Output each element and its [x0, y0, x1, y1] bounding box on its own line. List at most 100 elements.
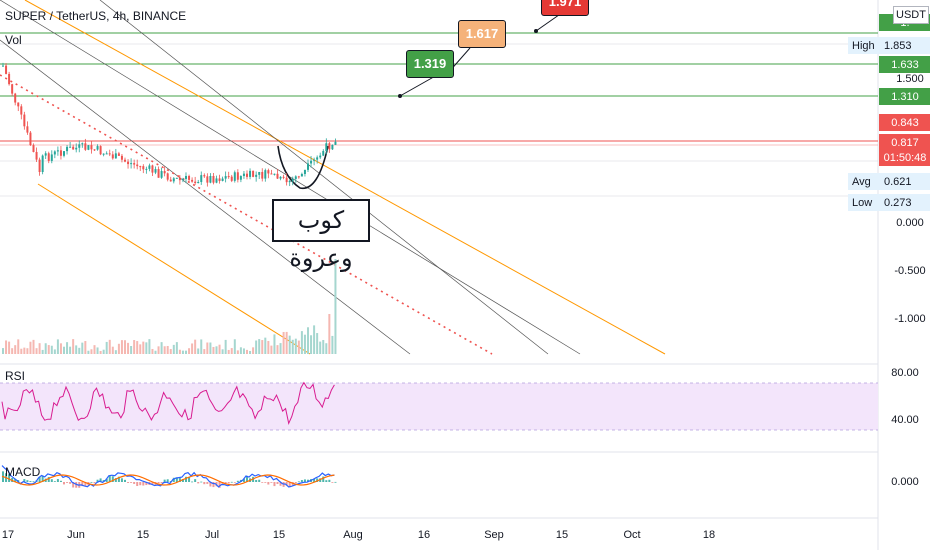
price-tick-label: 1.500	[896, 73, 924, 85]
volume-bar	[181, 350, 184, 354]
macd-hist-bar	[209, 482, 212, 487]
volume-bar	[23, 347, 26, 354]
candle-body	[310, 160, 313, 164]
volume-bar	[297, 340, 300, 354]
volume-bar	[17, 339, 20, 354]
volume-bar	[172, 344, 175, 354]
macd-hist-bar	[69, 482, 72, 484]
volume-bar	[35, 348, 38, 354]
candle-body	[127, 161, 130, 165]
macd-hist-bar	[303, 479, 306, 482]
volume-bar	[157, 346, 160, 354]
candle-body	[154, 169, 157, 173]
macd-hist-bar	[325, 480, 328, 482]
time-tick-label: 16	[418, 529, 430, 541]
macd-hist-bar	[264, 482, 267, 483]
macd-hist-bar	[230, 481, 233, 483]
macd-hist-bar	[273, 482, 276, 487]
volume-bar	[90, 349, 93, 354]
time-tick-label: 15	[137, 529, 149, 541]
macd-hist-bar	[142, 482, 145, 486]
candle-body	[32, 145, 35, 152]
macd-hist-bar	[331, 482, 334, 483]
candle-body	[157, 169, 160, 178]
volume-bar	[285, 331, 288, 354]
volume-bar	[20, 348, 23, 354]
macd-hist-bar	[99, 478, 102, 482]
candle-body	[23, 114, 26, 127]
volume-bar	[316, 333, 319, 354]
volume-bar	[261, 340, 264, 354]
volume-bar	[105, 341, 108, 354]
volume-bar	[151, 348, 154, 354]
time-tick-label: Oct	[623, 529, 640, 541]
stat-badge	[848, 194, 930, 211]
volume-bars	[2, 259, 337, 354]
volume-bar	[200, 339, 203, 354]
volume-bar	[294, 338, 297, 354]
volume-bar	[63, 346, 65, 354]
volume-bar	[325, 343, 328, 354]
volume-bar	[53, 349, 56, 354]
volume-bar	[78, 347, 81, 354]
macd-tick-label: 0.000	[891, 476, 919, 488]
volume-bar	[270, 345, 273, 354]
currency-label[interactable]: USDT	[893, 6, 929, 24]
volume-bar	[255, 340, 258, 354]
volume-bar	[209, 342, 212, 354]
volume-bar	[307, 327, 309, 354]
volume-bar	[120, 340, 123, 354]
volume-bar	[258, 339, 261, 354]
macd-hist-bar	[14, 478, 17, 482]
candle-body	[218, 178, 221, 181]
macd-hist-bar	[194, 479, 197, 482]
price-badge	[879, 114, 930, 131]
volume-bar	[276, 345, 279, 354]
candle-body	[303, 169, 306, 174]
macd-hist-bar	[163, 479, 166, 482]
candle-body	[221, 178, 224, 181]
macd-hist-bar	[93, 482, 96, 484]
time-tick-label: 15	[556, 529, 568, 541]
volume-bar	[81, 342, 84, 354]
volume-bar	[218, 344, 221, 354]
rsi-line	[1, 381, 335, 426]
candle-body	[2, 65, 4, 67]
volume-bar	[313, 325, 316, 354]
volume-bar	[191, 343, 194, 354]
macd-signal-line	[1, 474, 335, 486]
volume-bar	[273, 334, 276, 354]
macd-hist-bar	[63, 482, 65, 485]
macd-hist-bar	[294, 482, 297, 484]
macd-hist-bar	[26, 480, 29, 482]
candle-body	[47, 153, 50, 161]
macd-hist-bar	[300, 480, 303, 482]
rsi-tick-label: 80.00	[891, 367, 919, 379]
candle-body	[239, 176, 242, 180]
candle-body	[17, 102, 20, 107]
volume-bar	[331, 335, 334, 354]
candle-body	[322, 150, 325, 156]
volume-bar	[75, 345, 78, 354]
macd-hist-bar	[47, 476, 50, 482]
volume-bar	[166, 345, 169, 354]
volume-bar	[29, 341, 32, 354]
candle-body	[255, 174, 258, 177]
candle-body	[78, 144, 81, 148]
candle-body	[328, 143, 331, 150]
candle-body	[279, 176, 282, 179]
candle-body	[8, 73, 11, 85]
volume-bar	[221, 349, 224, 354]
candle-body	[212, 175, 215, 183]
volume-bar	[328, 314, 331, 354]
volume-bar	[264, 337, 267, 354]
macd-hist-bar	[224, 482, 227, 484]
macd-hist-bar	[285, 482, 288, 486]
candle-body	[206, 176, 209, 183]
candle-body	[114, 153, 117, 159]
volume-bar	[212, 346, 215, 354]
cup-and-handle-annotation: كوب وعروة	[272, 199, 370, 272]
time-tick-label: Jul	[205, 529, 219, 541]
volume-label: Vol	[5, 33, 22, 47]
